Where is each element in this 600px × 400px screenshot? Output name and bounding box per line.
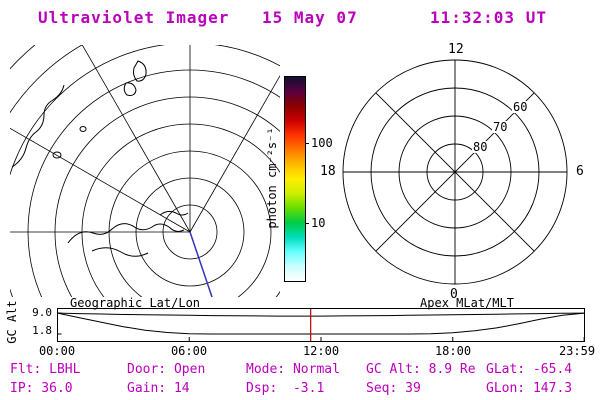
mlat-ring-label-60: 60 <box>512 100 529 114</box>
mlt-spoke-lines <box>343 60 567 284</box>
gc-alt-strip-chart <box>57 308 585 342</box>
latitude-circles-grid <box>10 45 280 297</box>
apex-polar-graphic <box>342 59 568 285</box>
title-date: 15 May 07 <box>262 8 358 27</box>
status-glat: GLat: -65.4 <box>486 362 573 377</box>
gc-alt-strip-chart-graphic <box>57 308 585 342</box>
ytick-label-top: 9.0 <box>32 306 52 319</box>
xtick-label-0000: 00:00 <box>38 344 76 358</box>
gc-alt-axis-label: GC Alt <box>5 300 19 344</box>
geographic-panel-caption: Geographic Lat/Lon <box>69 296 201 310</box>
geographic-map-graphic <box>10 45 280 297</box>
mlat-ring-label-70: 70 <box>492 120 509 134</box>
colorbar-tick-mark-10 <box>305 223 309 224</box>
app-title: Ultraviolet Imager <box>38 8 230 27</box>
meridian-lines <box>10 45 280 233</box>
apex-polar-panel: 12 0 18 6 80 70 60 <box>320 40 592 305</box>
mlt-label-12: 12 <box>448 42 464 57</box>
status-door: Door: Open <box>127 362 206 377</box>
xtick-label-0600: 06:00 <box>170 344 208 358</box>
status-gc-alt: GC Alt: 8.9 Re <box>366 362 476 377</box>
colorbar-units-label: photon cm⁻²s⁻¹ <box>265 127 279 229</box>
status-mode: Mode: Normal <box>246 362 340 377</box>
xtick-label-2359: 23:59 <box>558 344 596 358</box>
mlat-ring-label-80: 80 <box>472 140 489 154</box>
colorbar-tick-label-100: 100 <box>311 136 333 150</box>
ytick-label-bottom: 1.8 <box>32 324 52 337</box>
geographic-map-panel <box>10 45 280 297</box>
colorbar-tick-label-10: 10 <box>311 216 326 230</box>
status-gain: Gain: 14 <box>127 381 190 396</box>
colorbar <box>284 76 306 282</box>
xtick-label-1200: 12:00 <box>302 344 340 358</box>
status-glon: GLon: 147.3 <box>486 381 573 396</box>
coastlines <box>11 60 189 257</box>
status-dsp: Dsp: -3.1 <box>246 381 325 396</box>
status-ip: IP: 36.0 <box>10 381 73 396</box>
status-seq: Seq: 39 <box>366 381 421 396</box>
status-flt: Flt: LBHL <box>10 362 81 377</box>
colorbar-tick-mark-100 <box>305 143 309 144</box>
mlt-label-18: 18 <box>320 164 336 179</box>
title-time: 11:32:03 UT <box>430 8 547 27</box>
apex-panel-caption: Apex MLat/MLT <box>420 296 514 310</box>
xtick-label-1800: 18:00 <box>434 344 472 358</box>
mlt-label-0: 0 <box>450 287 458 302</box>
orbit-track-line <box>189 231 213 297</box>
mlt-label-6: 6 <box>576 164 584 179</box>
